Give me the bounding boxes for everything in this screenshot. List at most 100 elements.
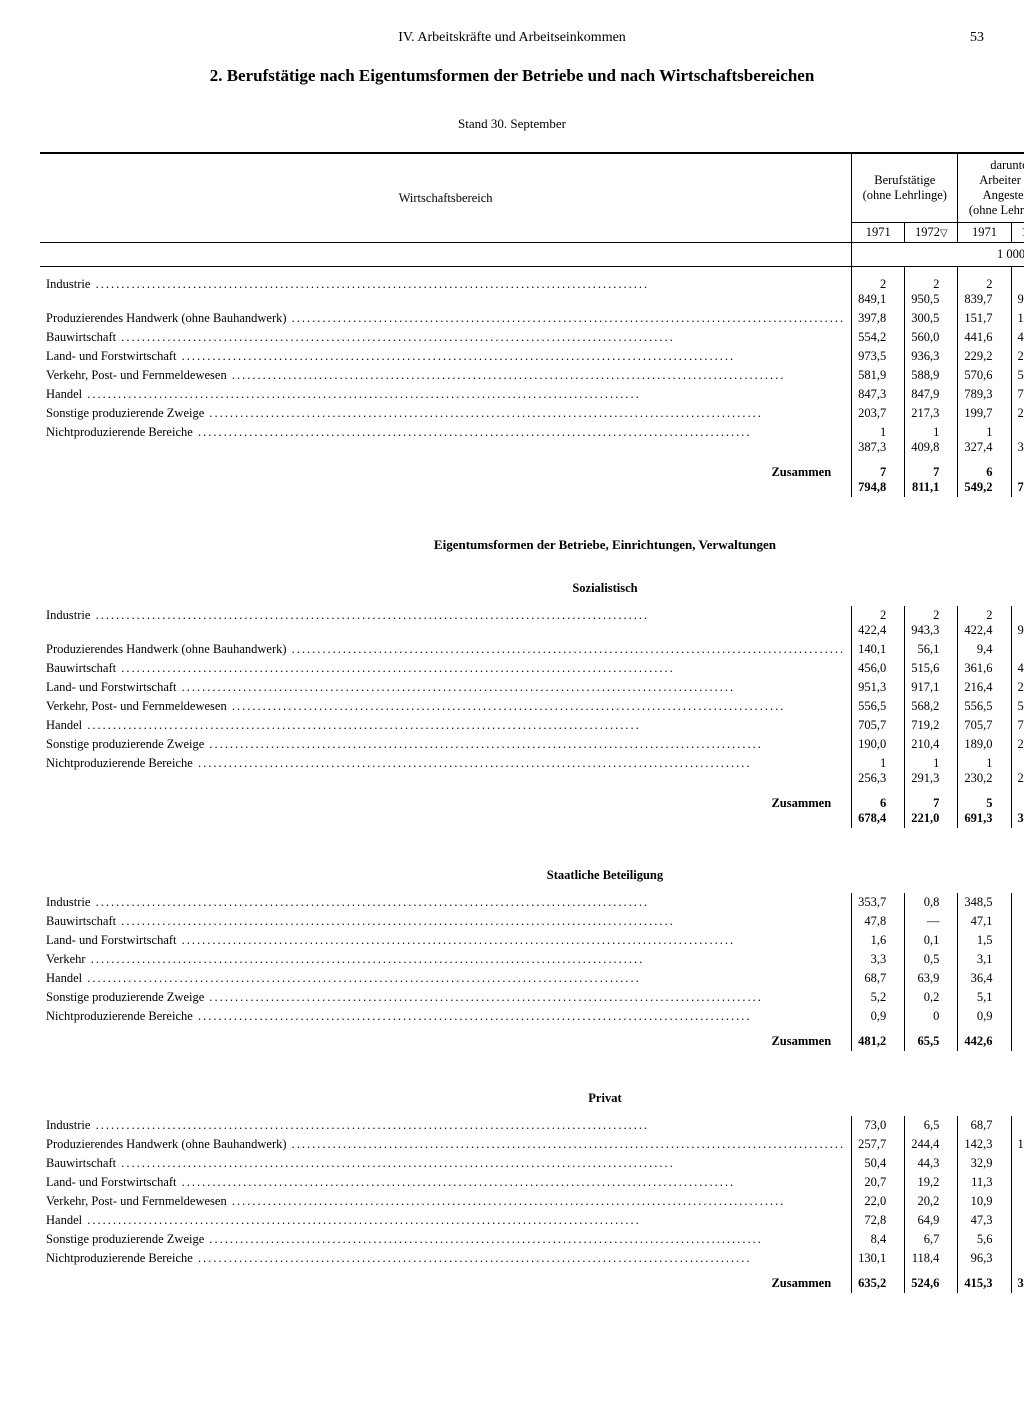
cell-value: 4,0: [1011, 1230, 1024, 1249]
table-row: Land- und Forstwirtschaft951,3917,1216,4…: [40, 678, 1024, 697]
cell-value: 130,1: [852, 1249, 905, 1268]
cell-value: 1 256,3: [852, 754, 905, 788]
cell-value: 300,5: [905, 309, 958, 328]
cell-value: 20,2: [905, 1192, 958, 1211]
sum-row: Zusammen7 794,87 811,16 549,26 738,6455,…: [40, 457, 1024, 497]
section-title: 2. Berufstätige nach Eigentumsformen der…: [40, 66, 984, 86]
table-row: Bauwirtschaft47,8—47,1—3,4—: [40, 912, 1024, 931]
cell-value: 1,5: [958, 931, 1011, 950]
table-row: Land- und Forstwirtschaft973,5936,3229,2…: [40, 347, 1024, 366]
cell-value: 229,2: [958, 347, 1011, 366]
cell-value: 210,4: [905, 735, 958, 754]
cell-value: 86,8: [1011, 1249, 1024, 1268]
cell-value: 441,6: [958, 328, 1011, 347]
table-row: Produzierendes Handwerk (ohne Bauhandwer…: [40, 640, 1024, 659]
cell-value: 216,4: [958, 678, 1011, 697]
row-label: Bauwirtschaft: [40, 328, 852, 347]
sum-value: 34,3: [1011, 1026, 1024, 1051]
table-row: Bauwirtschaft50,444,332,927,53,82,8: [40, 1154, 1024, 1173]
cell-value: 2 422,4: [958, 606, 1011, 640]
cell-value: 44,3: [905, 1154, 958, 1173]
table-row: Verkehr3,30,53,10,500: [40, 950, 1024, 969]
cell-value: 1 351,5: [1011, 423, 1024, 457]
cell-value: 719,2: [905, 716, 958, 735]
row-label: Nichtproduzierende Bereiche: [40, 423, 852, 457]
cell-value: 244,4: [905, 1135, 958, 1154]
table-row: Industrie73,06,568,75,80,90,1: [40, 1116, 1024, 1135]
sum-value: 415,3: [958, 1268, 1011, 1293]
table-row: Sonstige produzierende Zweige203,7217,31…: [40, 404, 1024, 423]
cell-value: 118,4: [905, 1249, 958, 1268]
cell-value: 36,4: [958, 969, 1011, 988]
cell-value: 705,7: [852, 716, 905, 735]
ownership-heading: Eigentumsformen der Betriebe, Einrichtun…: [40, 497, 1024, 563]
row-label: Verkehr, Post- und Fernmeldewesen: [40, 366, 852, 385]
cell-value: 0,5: [1011, 950, 1024, 969]
main-table: Wirtschaftsbereich Berufstätige (ohne Le…: [40, 152, 1024, 1293]
table-row: Nichtproduzierende Bereiche1 387,31 409,…: [40, 423, 1024, 457]
cell-value: 10,4: [1011, 1173, 1024, 1192]
table-row: Produzierendes Handwerk (ohne Bauhandwer…: [40, 1135, 1024, 1154]
cell-value: 397,8: [852, 309, 905, 328]
cell-value: 951,3: [852, 678, 905, 697]
row-label: Bauwirtschaft: [40, 1154, 852, 1173]
cell-value: 1 291,3: [905, 754, 958, 788]
row-label: Bauwirtschaft: [40, 659, 852, 678]
cell-value: 56,1: [905, 640, 958, 659]
sum-value: 6 678,4: [852, 788, 905, 828]
cell-value: —: [905, 912, 958, 931]
row-label: Produzierendes Handwerk (ohne Bauhandwer…: [40, 640, 852, 659]
cell-value: 199,7: [958, 404, 1011, 423]
subtitle: Stand 30. September: [40, 116, 984, 132]
cell-value: 556,5: [958, 697, 1011, 716]
cell-value: 22,0: [852, 1192, 905, 1211]
table-row: Produzierendes Handwerk (ohne Bauhandwer…: [40, 309, 1024, 328]
table-row: Industrie353,70,8348,50,78,10: [40, 893, 1024, 912]
socialist-heading: Sozialistisch: [40, 563, 1024, 606]
row-label: Industrie: [40, 606, 852, 640]
cell-value: 847,9: [905, 385, 958, 404]
row-label: Sonstige produzierende Zweige: [40, 988, 852, 1007]
cell-value: 140,1: [852, 640, 905, 659]
cell-value: 719,2: [1011, 716, 1024, 735]
cell-value: 456,0: [852, 659, 905, 678]
sum-value: 442,6: [958, 1026, 1011, 1051]
table-row: Handel72,864,947,341,70,60,4: [40, 1211, 1024, 1230]
cell-value: 936,3: [905, 347, 958, 366]
row-label: Verkehr: [40, 950, 852, 969]
row-label: Industrie: [40, 1116, 852, 1135]
cell-value: 138,2: [1011, 309, 1024, 328]
triangle-icon: [940, 225, 948, 239]
cell-value: —: [1011, 912, 1024, 931]
cell-value: 847,3: [852, 385, 905, 404]
cell-value: 1 230,2: [958, 754, 1011, 788]
sum-value: 635,2: [852, 1268, 905, 1293]
cell-value: 2 943,3: [905, 606, 958, 640]
cell-value: 9,4: [958, 640, 1011, 659]
row-label: Verkehr, Post- und Fernmeldewesen: [40, 1192, 852, 1211]
cell-value: 554,2: [852, 328, 905, 347]
sum-value: 6 549,2: [958, 457, 1011, 497]
cell-value: 5,2: [852, 988, 905, 1007]
sum-value: 6 738,6: [1011, 457, 1024, 497]
row-label: Bauwirtschaft: [40, 912, 852, 931]
sum-label: Zusammen: [40, 457, 852, 497]
sum-label: Zusammen: [40, 1268, 852, 1293]
table-row: Handel68,763,936,432,70,50,4: [40, 969, 1024, 988]
cell-value: 588,9: [905, 366, 958, 385]
table-row: Verkehr, Post- und Fernmeldewesen581,958…: [40, 366, 1024, 385]
header-year: 1971: [852, 223, 905, 243]
cell-value: 0,7: [1011, 893, 1024, 912]
row-label: Land- und Forstwirtschaft: [40, 931, 852, 950]
header-year: 1972: [1011, 223, 1024, 243]
table-row: Nichtproduzierende Bereiche0,900,900—: [40, 1007, 1024, 1026]
cell-value: 560,0: [905, 328, 958, 347]
sum-row: Zusammen635,2524,6415,3320,123,418,4: [40, 1268, 1024, 1293]
cell-value: 6,5: [905, 1116, 958, 1135]
cell-value: 2 943,3: [1011, 606, 1024, 640]
cell-value: 0,9: [958, 1007, 1011, 1026]
row-label: Verkehr, Post- und Fernmeldewesen: [40, 697, 852, 716]
sum-value: 7 221,0: [905, 788, 958, 828]
sum-value: 7 794,8: [852, 457, 905, 497]
cell-value: 2 949,8: [1011, 267, 1024, 310]
